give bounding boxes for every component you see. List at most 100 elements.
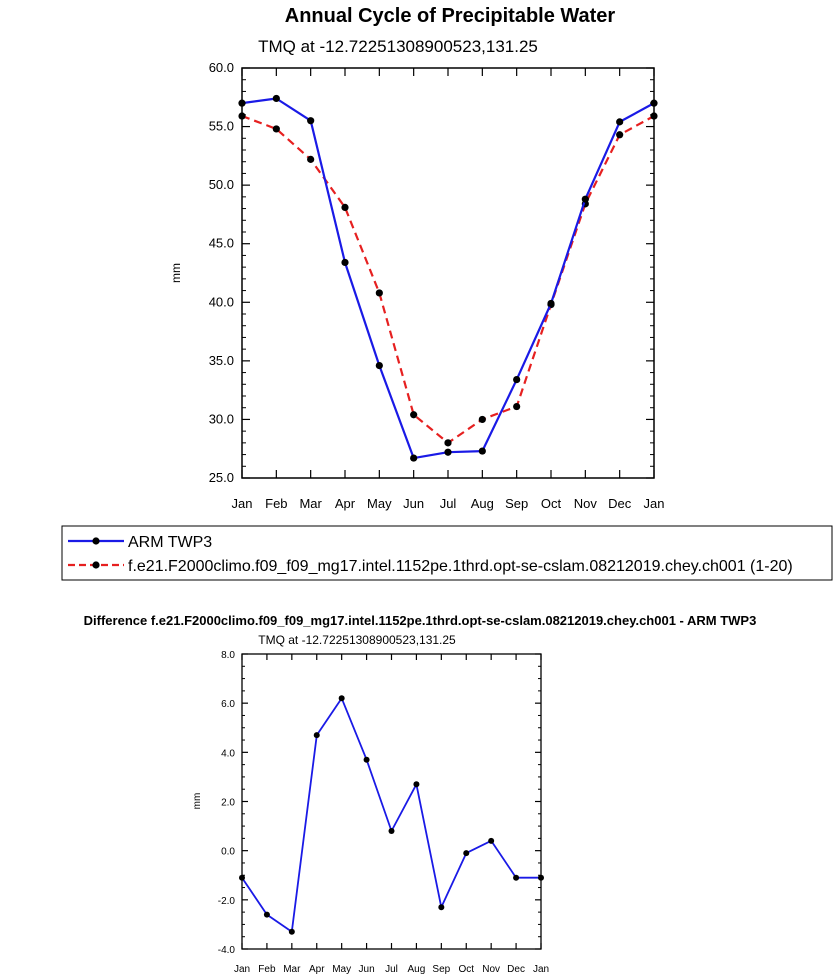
y-tick-label: 8.0 bbox=[221, 650, 235, 661]
minor-ticks bbox=[242, 79, 654, 467]
x-tick-label: Jan bbox=[234, 964, 250, 975]
y-tick-label: 30.0 bbox=[209, 411, 234, 426]
data-point bbox=[288, 928, 295, 935]
data-point bbox=[307, 117, 315, 125]
x-tick-label: Dec bbox=[608, 496, 632, 511]
x-tick-label: Feb bbox=[258, 964, 276, 975]
data-point bbox=[375, 361, 383, 370]
x-tick-label: Dec bbox=[507, 964, 525, 975]
chart-subtitle: TMQ at -12.72251308900523,131.25 bbox=[258, 633, 456, 647]
data-point bbox=[488, 837, 495, 844]
x-tick-label: Nov bbox=[574, 496, 598, 511]
y-axis-ticks: 60.0 55.0 50.0 45.0 40.0 35.0 30.0 25.0 bbox=[209, 60, 654, 485]
difference-chart: Difference f.e21.F2000climo.f09_f09_mg17… bbox=[84, 613, 757, 975]
plot-frame bbox=[241, 67, 655, 479]
data-point bbox=[444, 439, 452, 447]
y-tick-label: 25.0 bbox=[209, 470, 234, 485]
chart-subtitle: TMQ at -12.72251308900523,131.25 bbox=[258, 37, 538, 56]
data-point bbox=[239, 874, 245, 881]
x-tick-label: Apr bbox=[335, 496, 356, 511]
data-point bbox=[313, 732, 320, 739]
data-point bbox=[513, 402, 521, 411]
x-tick-label: Oct bbox=[541, 496, 562, 511]
y-axis-label: mm bbox=[169, 263, 183, 283]
annual-cycle-chart: Annual Cycle of Precipitable Water TMQ a… bbox=[169, 5, 664, 511]
y-tick-label: 4.0 bbox=[221, 748, 235, 759]
y-tick-label: -4.0 bbox=[218, 945, 236, 956]
x-tick-label: Oct bbox=[458, 964, 474, 975]
data-point bbox=[410, 454, 418, 462]
x-tick-label: Sep bbox=[505, 496, 528, 511]
x-tick-label: Sep bbox=[432, 964, 450, 975]
legend-label-obs: ARM TWP3 bbox=[128, 534, 212, 551]
data-point bbox=[263, 911, 270, 918]
legend-label-model: f.e21.F2000climo.f09_f09_mg17.intel.1152… bbox=[128, 558, 793, 575]
y-axis-label: mm bbox=[192, 793, 203, 810]
data-point bbox=[341, 203, 349, 211]
chart-title: Annual Cycle of Precipitable Water bbox=[285, 5, 616, 27]
data-point bbox=[375, 289, 383, 297]
data-point bbox=[413, 781, 420, 788]
data-point bbox=[444, 448, 452, 456]
x-tick-label: Mar bbox=[283, 964, 301, 975]
data-point bbox=[538, 874, 544, 881]
y-tick-label: 0.0 bbox=[221, 847, 235, 858]
plot-frame bbox=[241, 653, 542, 950]
data-point bbox=[650, 112, 658, 120]
x-tick-label: Aug bbox=[408, 964, 426, 975]
x-tick-label: Jan bbox=[533, 964, 549, 975]
data-point bbox=[547, 299, 555, 308]
x-tick-label: May bbox=[332, 964, 351, 975]
data-point bbox=[616, 131, 624, 139]
y-tick-label: 6.0 bbox=[221, 699, 235, 710]
y-tick-label: 50.0 bbox=[209, 177, 234, 192]
series-layer bbox=[239, 695, 544, 935]
x-tick-label: Apr bbox=[309, 964, 325, 975]
x-tick-label: Nov bbox=[482, 964, 500, 975]
x-tick-label: Jan bbox=[644, 496, 665, 511]
data-point bbox=[463, 850, 470, 857]
y-tick-label: 60.0 bbox=[209, 60, 234, 75]
data-point bbox=[238, 99, 246, 107]
y-tick-label: 2.0 bbox=[221, 798, 235, 809]
series-layer bbox=[238, 94, 658, 462]
data-point bbox=[616, 118, 624, 126]
data-point bbox=[478, 415, 486, 424]
data-point bbox=[478, 447, 486, 455]
x-tick-label: Aug bbox=[471, 496, 494, 511]
x-tick-label: Feb bbox=[265, 496, 287, 511]
data-point bbox=[272, 125, 280, 133]
data-point bbox=[341, 258, 349, 267]
x-tick-label: May bbox=[367, 496, 392, 511]
data-point bbox=[238, 112, 246, 120]
x-axis-ticks: Jan Feb Mar Apr May Jun Jul Aug Sep Oct Nov Dec Jan bbox=[234, 654, 549, 975]
legend-marker-model bbox=[92, 561, 100, 569]
chart-title: Difference f.e21.F2000climo.f09_f09_mg17… bbox=[84, 613, 757, 628]
y-tick-label: 55.0 bbox=[209, 119, 234, 134]
legend: ARM TWP3 f.e21.F2000climo.f09_f09_mg17.i… bbox=[61, 525, 833, 581]
data-point bbox=[307, 155, 315, 163]
x-tick-label: Mar bbox=[299, 496, 322, 511]
data-point bbox=[410, 411, 418, 419]
data-point bbox=[513, 376, 521, 384]
series-line-obs bbox=[241, 697, 541, 933]
y-tick-label: 40.0 bbox=[209, 294, 234, 309]
data-point bbox=[272, 94, 280, 103]
data-point bbox=[388, 828, 395, 834]
data-point bbox=[650, 99, 658, 107]
x-axis-ticks: Jan Feb Mar Apr May Jun Jul Aug Sep Oct Nov Dec Jan bbox=[232, 68, 665, 511]
data-point bbox=[513, 874, 520, 881]
data-point bbox=[363, 756, 370, 763]
x-tick-label: Jul bbox=[385, 964, 398, 975]
y-tick-label: 45.0 bbox=[209, 236, 234, 251]
x-tick-label: Jan bbox=[232, 496, 253, 511]
data-point bbox=[338, 695, 345, 702]
y-axis-ticks: 8.0 6.0 4.0 2.0 0.0 -2.0 -4.0 bbox=[218, 650, 541, 956]
legend-box bbox=[61, 525, 833, 581]
x-tick-label: Jun bbox=[359, 964, 375, 975]
x-tick-label: Jul bbox=[440, 496, 457, 511]
y-tick-label: 35.0 bbox=[209, 353, 234, 368]
minor-ticks bbox=[242, 665, 541, 938]
x-tick-label: Jun bbox=[403, 496, 424, 511]
